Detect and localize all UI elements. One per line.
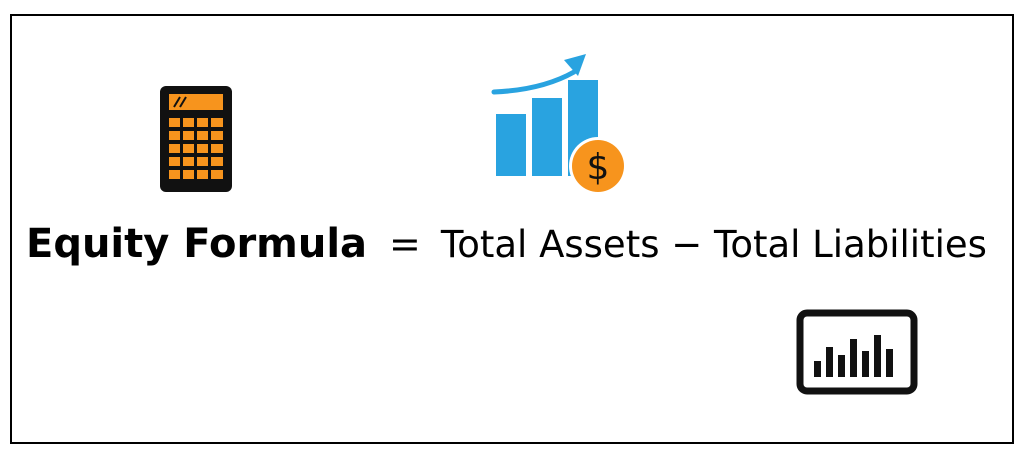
formula-right-side: Total Assets − Total Liabilities xyxy=(440,222,987,266)
bar-chart-monitor-icon xyxy=(796,309,918,395)
formula-left-side: Equity Formula xyxy=(26,221,368,267)
calculator-icon xyxy=(160,86,232,192)
formula: Equity Formula = Total Assets − Total Li… xyxy=(26,212,987,276)
svg-text:$: $ xyxy=(587,147,610,188)
growth-chart-dollar-icon: $ xyxy=(491,54,627,195)
formula-equals-sign: = xyxy=(389,222,421,266)
